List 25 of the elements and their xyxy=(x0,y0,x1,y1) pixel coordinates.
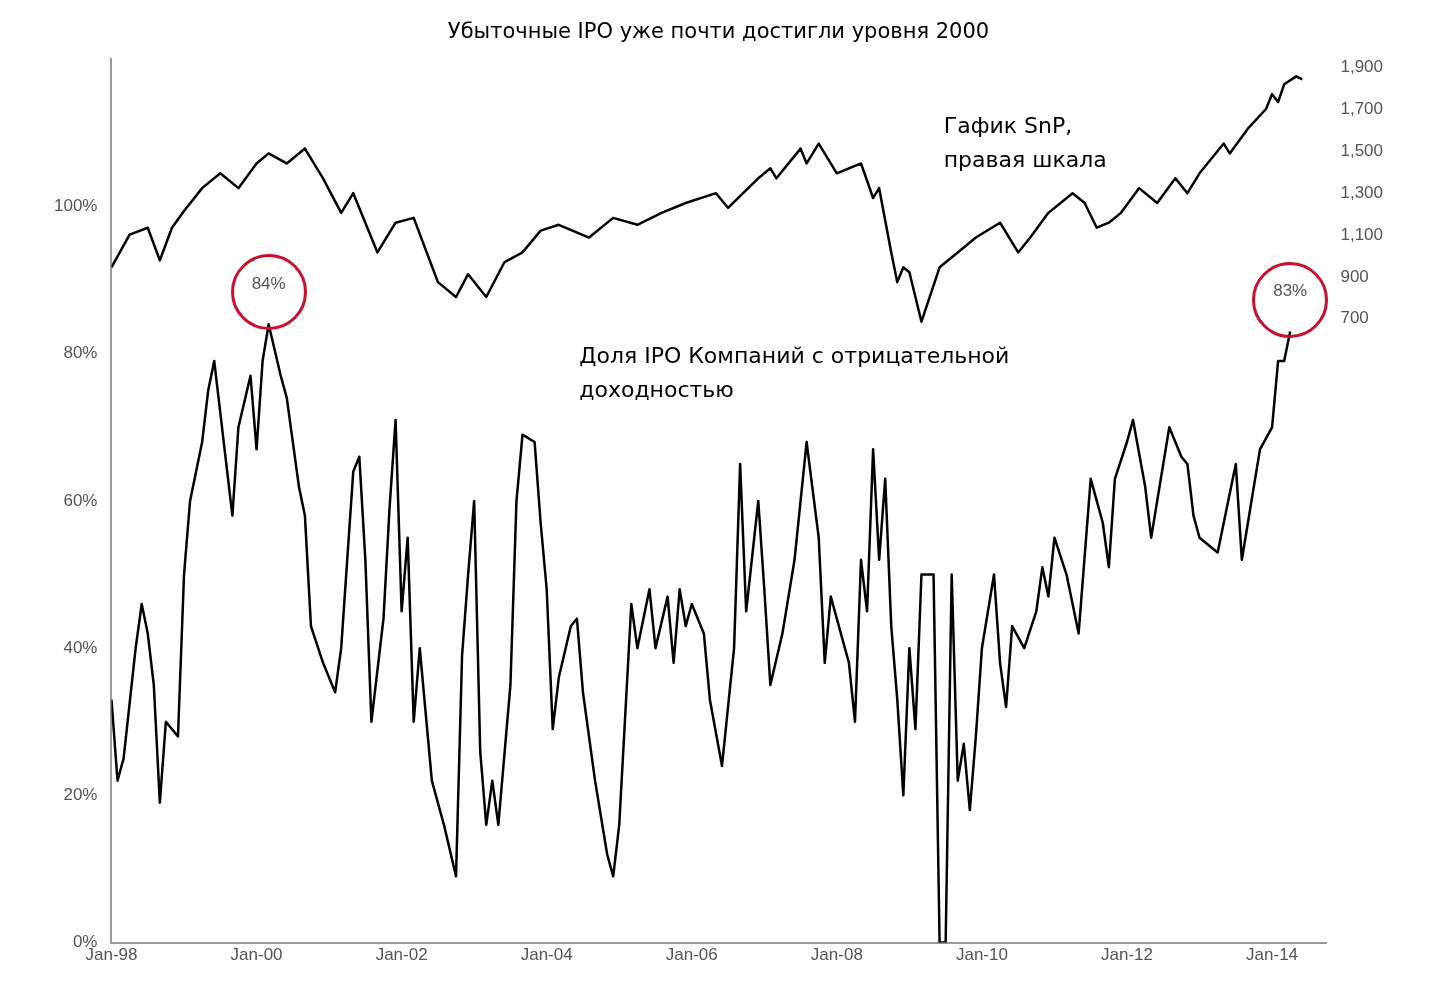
y-tick-label: 80% xyxy=(63,343,98,363)
chart-title: Убыточные IPO уже почти достигли уровня 2000 xyxy=(447,19,990,44)
y-tick-label: 100% xyxy=(54,196,98,216)
x-tick-label: Jan-00 xyxy=(230,945,283,965)
x-tick-label: Jan-02 xyxy=(375,945,428,965)
y-tick-label: 40% xyxy=(63,637,98,657)
y2-tick-label: 1,700 xyxy=(1340,99,1384,119)
annotation: 84% xyxy=(251,273,286,293)
x-tick-label: Jan-10 xyxy=(955,945,1008,965)
series-label: Гафик SnP, правая шкала xyxy=(943,113,1107,173)
x-tick-label: Jan-14 xyxy=(1246,945,1299,965)
x-tick-label: Jan-08 xyxy=(810,945,863,965)
annotation: 83% xyxy=(1273,281,1308,301)
x-tick-label: Jan-12 xyxy=(1100,945,1153,965)
x-tick-label: Jan-06 xyxy=(665,945,718,965)
y2-tick-label: 1,500 xyxy=(1340,141,1384,160)
text: Доля IPO Компаний с отрицательной доходностью xyxy=(579,343,1010,403)
y2-tick-label: 1,300 xyxy=(1340,182,1384,202)
y2-tick-label: 1,100 xyxy=(1340,224,1384,244)
y-tick-label: 60% xyxy=(63,490,98,510)
y2-tick-label: 700 xyxy=(1340,308,1369,328)
y-tick-label: 20% xyxy=(63,785,98,805)
y2-tick-label: 900 xyxy=(1340,266,1369,286)
y2-tick-label: 1,900 xyxy=(1340,57,1384,77)
x-tick-label: Jan-04 xyxy=(520,945,573,965)
